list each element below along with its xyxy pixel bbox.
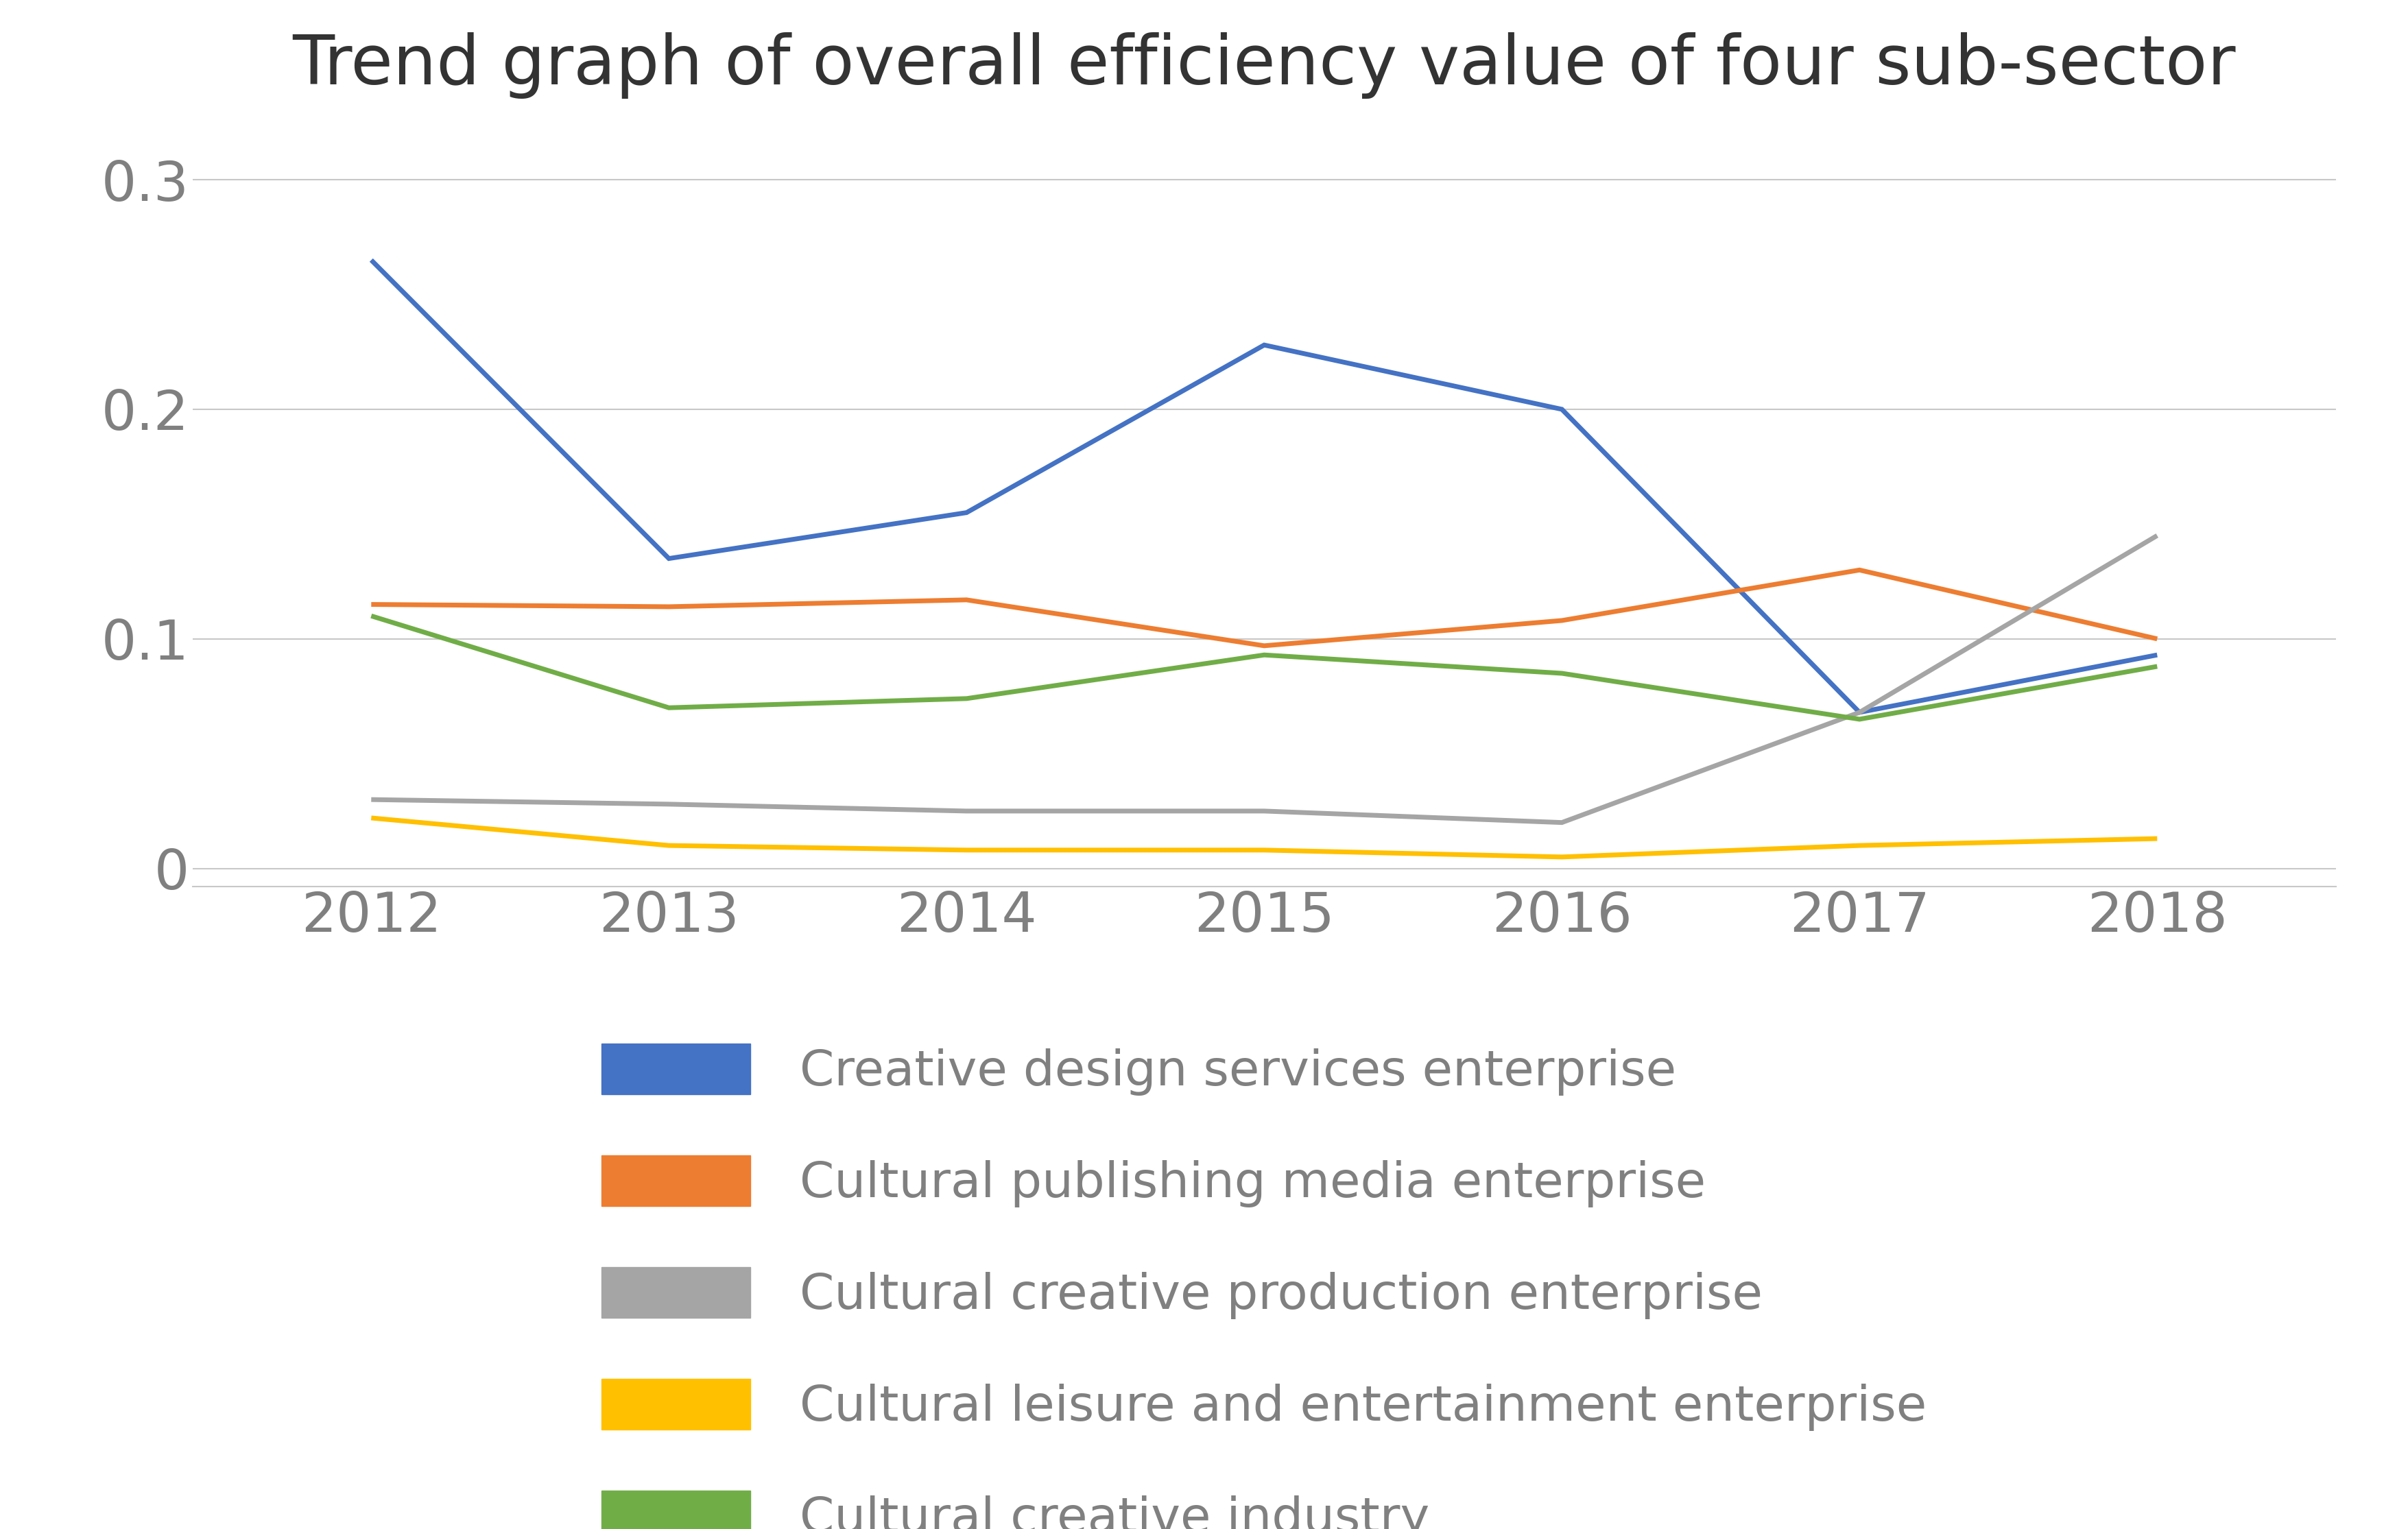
Cultural publishing media enterprise xyxy=(356,595,385,613)
Line: Cultural creative production enterprise: Cultural creative production enterprise xyxy=(371,535,2158,823)
Cultural creative production enterprise xyxy=(356,790,385,809)
Creative design services enterprise xyxy=(1548,401,1577,419)
Cultural publishing media enterprise xyxy=(2143,630,2172,648)
Creative design services enterprise xyxy=(1845,703,1873,722)
Line: Cultural publishing media enterprise: Cultural publishing media enterprise xyxy=(371,570,2158,645)
Creative design services enterprise xyxy=(655,549,684,567)
Cultural creative production enterprise xyxy=(655,795,684,813)
Cultural publishing media enterprise xyxy=(951,590,980,609)
Cultural creative production enterprise xyxy=(1250,801,1279,820)
Cultural creative production enterprise xyxy=(2143,526,2172,544)
Creative design services enterprise xyxy=(2143,645,2172,664)
Cultural creative production enterprise xyxy=(1845,703,1873,722)
Cultural publishing media enterprise xyxy=(1250,636,1279,654)
Cultural creative industry xyxy=(1845,709,1873,728)
Cultural leisure and entertainment enterprise xyxy=(951,841,980,859)
Cultural leisure and entertainment enterprise xyxy=(1250,841,1279,859)
Line: Cultural leisure and entertainment enterprise: Cultural leisure and entertainment enter… xyxy=(371,818,2158,856)
Title: Trend graph of overall efficiency value of four sub-sector: Trend graph of overall efficiency value … xyxy=(291,32,2237,99)
Line: Cultural creative industry: Cultural creative industry xyxy=(371,616,2158,719)
Cultural creative industry xyxy=(951,690,980,708)
Cultural creative industry xyxy=(655,699,684,717)
Cultural publishing media enterprise xyxy=(655,598,684,616)
Cultural creative production enterprise xyxy=(1548,813,1577,832)
Cultural creative industry xyxy=(1250,645,1279,664)
Cultural leisure and entertainment enterprise xyxy=(356,809,385,827)
Cultural creative industry xyxy=(2143,657,2172,676)
Cultural creative production enterprise xyxy=(951,801,980,820)
Cultural leisure and entertainment enterprise xyxy=(655,836,684,855)
Cultural leisure and entertainment enterprise xyxy=(1845,836,1873,855)
Line: Creative design services enterprise: Creative design services enterprise xyxy=(371,260,2158,713)
Creative design services enterprise xyxy=(356,251,385,269)
Legend: Creative design services enterprise, Cultural publishing media enterprise, Cultu: Creative design services enterprise, Cul… xyxy=(578,1018,1950,1529)
Cultural leisure and entertainment enterprise xyxy=(1548,847,1577,865)
Cultural publishing media enterprise xyxy=(1548,612,1577,630)
Cultural leisure and entertainment enterprise xyxy=(2143,829,2172,847)
Cultural publishing media enterprise xyxy=(1845,561,1873,579)
Creative design services enterprise xyxy=(951,503,980,521)
Cultural creative industry xyxy=(1548,664,1577,682)
Cultural creative industry xyxy=(356,607,385,625)
Creative design services enterprise xyxy=(1250,336,1279,355)
